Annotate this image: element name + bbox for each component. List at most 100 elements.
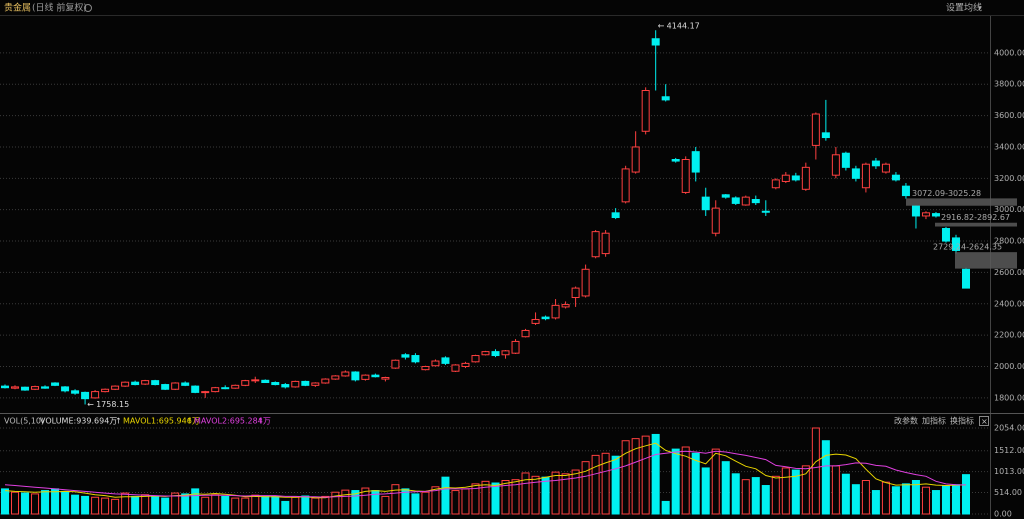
- volume-bar: [341, 489, 350, 515]
- legend-arrow: ↑: [115, 417, 122, 426]
- candle-body: [501, 350, 510, 356]
- volume-bar: [951, 484, 960, 515]
- candle-body: [491, 351, 500, 357]
- chart-subtitle: (日线 前复权): [32, 2, 87, 14]
- vol-legend: MAVOL1:695.946万: [123, 417, 200, 426]
- candle-body: [661, 96, 670, 101]
- candle-body: [221, 387, 230, 390]
- candle-body: [541, 316, 550, 320]
- candle-body: [341, 371, 350, 377]
- volume-bar: [111, 498, 120, 515]
- candle-body: [351, 371, 360, 381]
- volume-bar: [701, 467, 710, 515]
- volume-bar: [61, 490, 70, 515]
- candle-body: [611, 212, 620, 219]
- volume-bar: [851, 484, 860, 515]
- volume-bar: [261, 495, 270, 515]
- volume-bar: [661, 500, 670, 515]
- candle-body: [41, 386, 50, 389]
- min-label: 1758.15: [96, 400, 129, 409]
- legend-arrow: ↑: [257, 417, 264, 426]
- candle-body: [941, 228, 950, 242]
- button[interactable]: 换指标: [950, 416, 974, 426]
- volume-bar: [301, 495, 310, 515]
- candle-body: [171, 382, 180, 390]
- close-icon[interactable]: ×: [981, 417, 988, 426]
- candle-body: [521, 329, 530, 338]
- volume-bar: [611, 455, 620, 515]
- close-button[interactable]: [979, 416, 989, 426]
- candle-body: [741, 196, 750, 206]
- candle-body: [241, 380, 250, 386]
- volume-bar: [271, 495, 280, 515]
- candle-body: [921, 212, 930, 217]
- candle-body: [681, 159, 690, 193]
- candle-body: [571, 287, 580, 299]
- candle-body: [711, 207, 720, 234]
- candle-body: [181, 382, 190, 386]
- volume-bar: [861, 480, 870, 515]
- candle-body: [851, 168, 860, 179]
- volume-bar: [511, 479, 520, 515]
- candle-body: [141, 380, 150, 385]
- volume-bar: [931, 490, 940, 515]
- volume-bar: [501, 480, 510, 515]
- volume-bar: [941, 485, 950, 515]
- volume-bar: [131, 495, 140, 515]
- volume-bar: [831, 465, 840, 515]
- button[interactable]: 改参数: [894, 416, 918, 426]
- legend-arrow: ↑: [186, 417, 193, 426]
- candle-body: [471, 355, 480, 363]
- volume-bar: [51, 488, 60, 515]
- gap-label: 3072.09-3025.28: [912, 189, 981, 198]
- volume-bar: [351, 490, 360, 515]
- volume-bar: [411, 493, 420, 515]
- candle-body: [401, 354, 410, 358]
- volume-bar: [21, 492, 30, 515]
- settings-icon[interactable]: [84, 4, 92, 12]
- candle-body: [761, 210, 770, 213]
- arrow: ←: [87, 400, 94, 409]
- gap-box: [955, 252, 1017, 269]
- volume-bar: [281, 500, 290, 515]
- candle-body: [71, 390, 80, 394]
- vol-legend: VOLUME:939.694万: [40, 417, 117, 426]
- volume-bar: [481, 480, 490, 515]
- volume-bar: [821, 440, 830, 515]
- volume-bar: [911, 480, 920, 515]
- volume-bar: [721, 461, 730, 515]
- volume-bar: [31, 493, 40, 515]
- volume-bar: [221, 495, 230, 515]
- volume-bar: [881, 481, 890, 515]
- volume-bar: [461, 488, 470, 515]
- candle-body: [331, 375, 340, 380]
- volume-bar: [431, 486, 440, 515]
- dropdown-arrow[interactable]: ▾: [978, 4, 982, 12]
- candle-body: [781, 174, 790, 182]
- volume-bar: [771, 475, 780, 515]
- volume-bar: [681, 446, 690, 515]
- candle-body: [431, 360, 440, 367]
- ma-settings[interactable]: 设置均线: [946, 2, 982, 14]
- volume-bar: [601, 452, 610, 515]
- candle-body: [381, 376, 390, 380]
- volume-bar: [81, 495, 90, 515]
- candle-body: [421, 366, 430, 371]
- candle-body: [231, 384, 240, 389]
- volume-bar: [451, 490, 460, 515]
- candle-body: [801, 166, 810, 190]
- candle-body: [361, 374, 370, 380]
- volume-bar: [181, 493, 190, 515]
- candle-body: [21, 386, 30, 391]
- button[interactable]: 加指标: [922, 416, 946, 426]
- volume-bar: [241, 497, 250, 515]
- arrow: ←: [658, 22, 665, 31]
- candle-body: [731, 197, 740, 204]
- volume-bar: [731, 473, 740, 515]
- volume-bar: [621, 440, 630, 515]
- candle-body: [11, 386, 20, 389]
- volume-bar: [871, 490, 880, 515]
- candle-body: [451, 364, 460, 372]
- volume-bar: [421, 491, 430, 515]
- volume-bar: [551, 471, 560, 515]
